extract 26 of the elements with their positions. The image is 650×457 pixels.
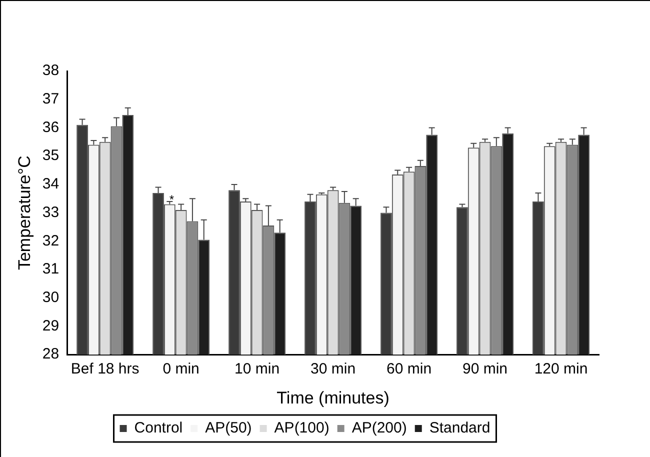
x-tick-label: 90 min — [462, 360, 508, 378]
y-tick-label: 36 — [42, 118, 60, 136]
x-tick-label: 120 min — [534, 360, 588, 378]
x-tick-label: Bef 18 hrs — [70, 360, 140, 378]
y-tick-label: 38 — [42, 62, 60, 80]
x-tick-label: 0 min — [162, 360, 200, 378]
y-axis-title: Temperature°C — [14, 156, 34, 270]
legend-label: Standard — [429, 420, 490, 437]
y-tick-label: 31 — [42, 260, 60, 278]
legend-label: Control — [134, 420, 183, 437]
legend-label: AP(200) — [352, 420, 407, 437]
y-tick-label: 33 — [42, 204, 60, 221]
x-tick-label: 10 min — [234, 360, 280, 378]
legend-label: AP(50) — [205, 420, 252, 437]
x-tick-label: 60 min — [386, 360, 432, 378]
y-tick-label: 34 — [42, 176, 60, 193]
y-tick-label: 30 — [42, 289, 60, 306]
x-tick-label: 30 min — [310, 360, 356, 378]
y-tick-label: 32 — [42, 232, 60, 250]
y-tick-label: 37 — [42, 90, 60, 108]
legend-label: AP(100) — [274, 420, 330, 437]
x-axis-title: Time (minutes) — [276, 388, 390, 408]
annotation: * — [169, 192, 174, 207]
y-tick-label: 29 — [42, 317, 60, 334]
y-tick-label: 28 — [42, 346, 60, 363]
y-tick-label: 35 — [42, 147, 60, 164]
